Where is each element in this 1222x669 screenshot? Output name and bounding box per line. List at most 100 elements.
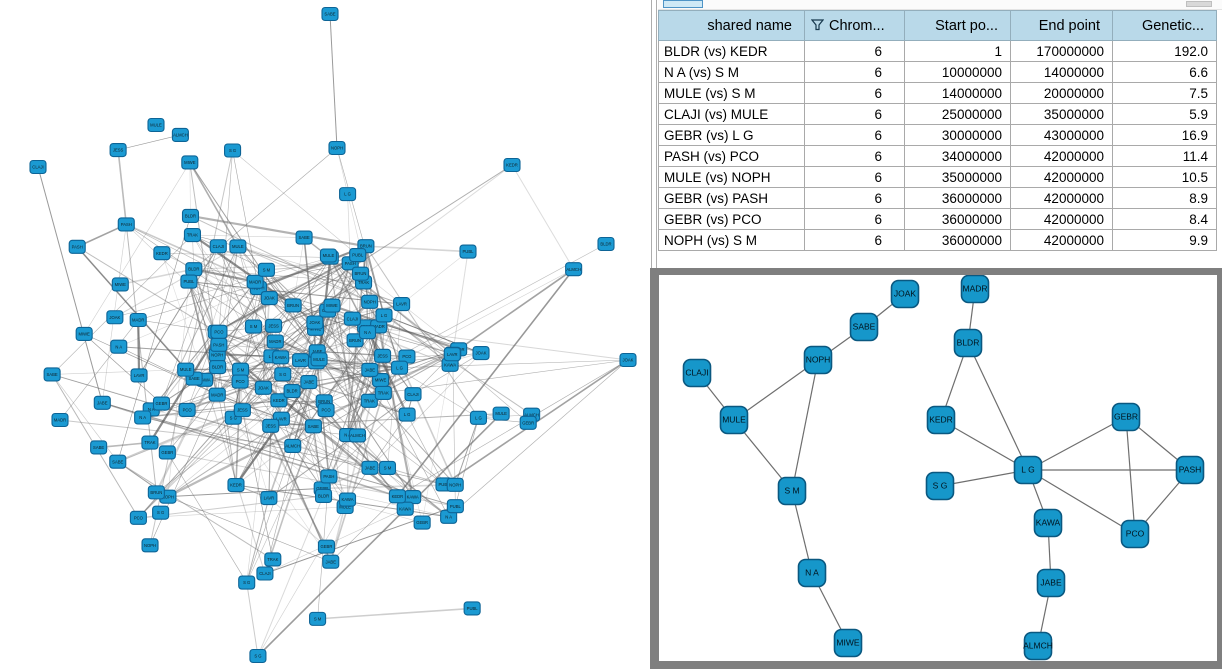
cell-shared-name[interactable]: N A (vs) S M xyxy=(658,61,805,83)
network-node[interactable]: N A xyxy=(358,325,377,340)
network-edge[interactable] xyxy=(167,452,247,583)
network-edge[interactable] xyxy=(76,246,217,333)
network-node[interactable]: TRAK xyxy=(141,435,159,450)
network-edge[interactable] xyxy=(292,164,513,306)
network-edge[interactable] xyxy=(406,414,445,485)
network-edge[interactable] xyxy=(317,350,407,358)
network-edge[interactable] xyxy=(186,373,284,411)
node-shape[interactable] xyxy=(283,384,301,399)
network-node[interactable]: PUBL xyxy=(349,247,367,263)
network-edge[interactable] xyxy=(327,255,359,436)
network-edge[interactable] xyxy=(336,147,385,316)
cell-value[interactable]: 42000000 xyxy=(1010,145,1113,167)
network-node[interactable]: GEBR xyxy=(519,415,537,430)
network-node[interactable]: JESS xyxy=(374,348,392,363)
network-edge[interactable] xyxy=(37,166,103,403)
network-edge[interactable] xyxy=(118,346,281,358)
network-edge[interactable] xyxy=(52,374,293,447)
network-edge[interactable] xyxy=(149,331,220,444)
network-edge[interactable] xyxy=(218,325,274,346)
network-node[interactable]: BRUN xyxy=(346,333,364,348)
network-node[interactable]: ALMCH xyxy=(348,428,367,443)
network-node[interactable]: JESS xyxy=(262,418,280,433)
network-node[interactable]: JOAK xyxy=(106,310,124,325)
table-row[interactable]: N A (vs) S M 6 10000000 14000000 6.6 xyxy=(658,61,1217,83)
network-node-sabe[interactable]: SABE xyxy=(849,312,879,342)
node-shape[interactable] xyxy=(68,239,86,254)
network-edge[interactable] xyxy=(193,269,237,486)
node-shape[interactable] xyxy=(177,362,195,377)
node-shape[interactable] xyxy=(358,325,377,340)
network-node[interactable]: GEBR xyxy=(158,445,176,460)
network-edge[interactable] xyxy=(246,582,259,657)
network-node[interactable]: KAWA xyxy=(396,501,414,516)
network-edge[interactable] xyxy=(186,328,316,411)
network-node-mule[interactable]: MULE xyxy=(719,405,749,435)
network-node[interactable]: TRAK xyxy=(360,393,378,408)
network-edge[interactable] xyxy=(264,508,406,574)
network-node[interactable]: GEBR xyxy=(413,515,431,530)
node-shape[interactable] xyxy=(682,358,712,388)
network-edge[interactable] xyxy=(316,362,384,394)
table-row[interactable]: PASH (vs) PCO 6 34000000 42000000 11.4 xyxy=(658,145,1217,167)
node-shape[interactable] xyxy=(93,395,111,410)
network-node[interactable]: L G xyxy=(391,360,409,375)
node-shape[interactable] xyxy=(249,648,267,664)
node-shape[interactable] xyxy=(141,435,159,450)
network-edge[interactable] xyxy=(138,495,324,519)
node-shape[interactable] xyxy=(134,410,152,425)
network-edge[interactable] xyxy=(217,353,272,358)
network-node[interactable]: JOAK xyxy=(254,380,272,395)
network-edge[interactable] xyxy=(359,273,456,486)
cell-value[interactable]: 6 xyxy=(804,61,905,83)
node-shape[interactable] xyxy=(152,505,170,520)
network-node[interactable]: SABE xyxy=(321,6,339,22)
node-shape[interactable] xyxy=(1111,402,1141,432)
node-shape[interactable] xyxy=(374,385,392,401)
node-shape[interactable] xyxy=(229,239,247,254)
table-row[interactable]: NOPH (vs) S M 6 36000000 42000000 9.9 xyxy=(658,229,1217,251)
network-edge[interactable] xyxy=(138,506,346,519)
network-node[interactable]: KAWA xyxy=(404,489,422,505)
network-edge[interactable] xyxy=(217,366,293,392)
network-edge[interactable] xyxy=(327,310,358,436)
network-edge[interactable] xyxy=(156,492,331,563)
network-node[interactable]: MULE xyxy=(177,362,195,377)
network-node-claji[interactable]: CLAJI xyxy=(682,358,712,388)
network-node[interactable]: JABE xyxy=(322,554,340,569)
network-node[interactable]: PUBL xyxy=(446,499,464,514)
node-shape[interactable] xyxy=(339,187,357,202)
node-shape[interactable] xyxy=(295,230,313,245)
network-edge[interactable] xyxy=(367,331,414,395)
network-edge[interactable] xyxy=(190,214,367,248)
node-shape[interactable] xyxy=(260,291,278,306)
node-shape[interactable] xyxy=(492,406,510,421)
network-node[interactable]: CLAJI xyxy=(256,566,274,581)
network-edge[interactable] xyxy=(142,401,325,418)
network-node[interactable]: JABE xyxy=(300,375,318,390)
node-shape[interactable] xyxy=(272,350,290,365)
network-node[interactable]: JESS xyxy=(109,142,127,158)
network-node[interactable]: TRAK xyxy=(183,227,202,243)
network-node[interactable]: JESS xyxy=(265,318,283,333)
network-node[interactable]: KAWA xyxy=(272,350,290,365)
network-node-kawa[interactable]: KAWA xyxy=(1033,508,1063,538)
network-node[interactable]: MIWE xyxy=(111,277,129,292)
cell-value[interactable]: 14000000 xyxy=(904,82,1011,104)
node-shape[interactable] xyxy=(109,454,127,469)
table-row[interactable]: MULE (vs) NOPH 6 35000000 42000000 10.5 xyxy=(658,166,1217,188)
network-edge[interactable] xyxy=(120,268,194,286)
network-edge[interactable] xyxy=(383,392,449,517)
network-edge[interactable] xyxy=(269,297,384,394)
network-edge[interactable] xyxy=(138,319,219,333)
network-node[interactable]: KEDR xyxy=(227,477,245,493)
cell-shared-name[interactable]: CLAJI (vs) MULE xyxy=(658,103,805,125)
network-edge[interactable] xyxy=(117,461,274,560)
node-shape[interactable] xyxy=(209,359,227,375)
network-node[interactable]: SABE xyxy=(43,367,61,382)
node-shape[interactable] xyxy=(328,140,346,156)
cell-value[interactable]: 35000000 xyxy=(1010,103,1113,125)
network-edge[interactable] xyxy=(240,325,275,371)
network-edge[interactable] xyxy=(114,246,239,318)
network-node[interactable]: MADR xyxy=(129,312,147,328)
